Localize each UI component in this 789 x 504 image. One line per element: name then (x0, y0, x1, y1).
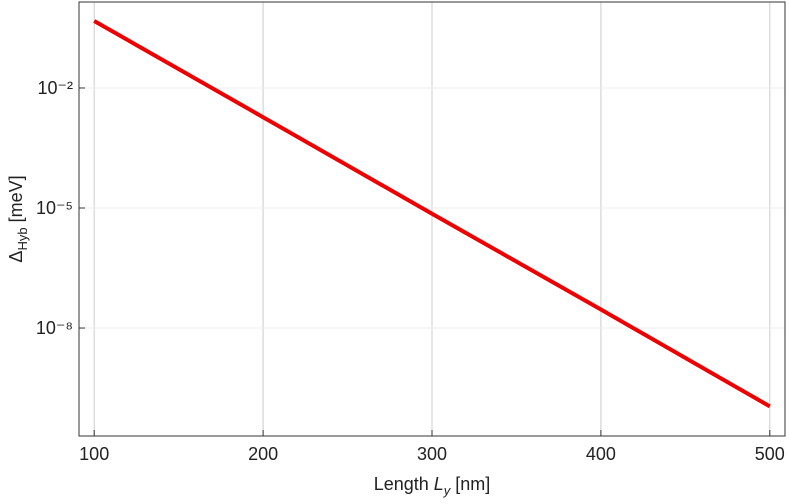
y-tick-label: 10⁻⁸ (36, 318, 73, 338)
plot-frame (78, 1, 786, 437)
y-tick-label: 10⁻² (37, 78, 73, 98)
x-label-sub: y (443, 483, 452, 498)
line (93, 19, 771, 409)
x-tick-label: 300 (417, 444, 447, 464)
y-tick-label: 10⁻⁵ (36, 198, 73, 218)
x-axis-label: Length Ly [nm] (374, 474, 491, 498)
y-axis-label: ΔHyb [meV] (6, 175, 30, 262)
x-label-word: Length (374, 474, 434, 494)
x-tick-label: 500 (755, 444, 785, 464)
y-label-sub: Hyb (15, 227, 30, 250)
x-tick-label: 200 (248, 444, 278, 464)
x-tick-label: 400 (586, 444, 616, 464)
x-tick-label: 100 (79, 444, 109, 464)
y-label-unit: [meV] (6, 175, 26, 227)
x-label-symbol: L (434, 474, 444, 494)
x-label-unit: [nm] (450, 474, 490, 494)
y-label-symbol: Δ (6, 251, 26, 263)
